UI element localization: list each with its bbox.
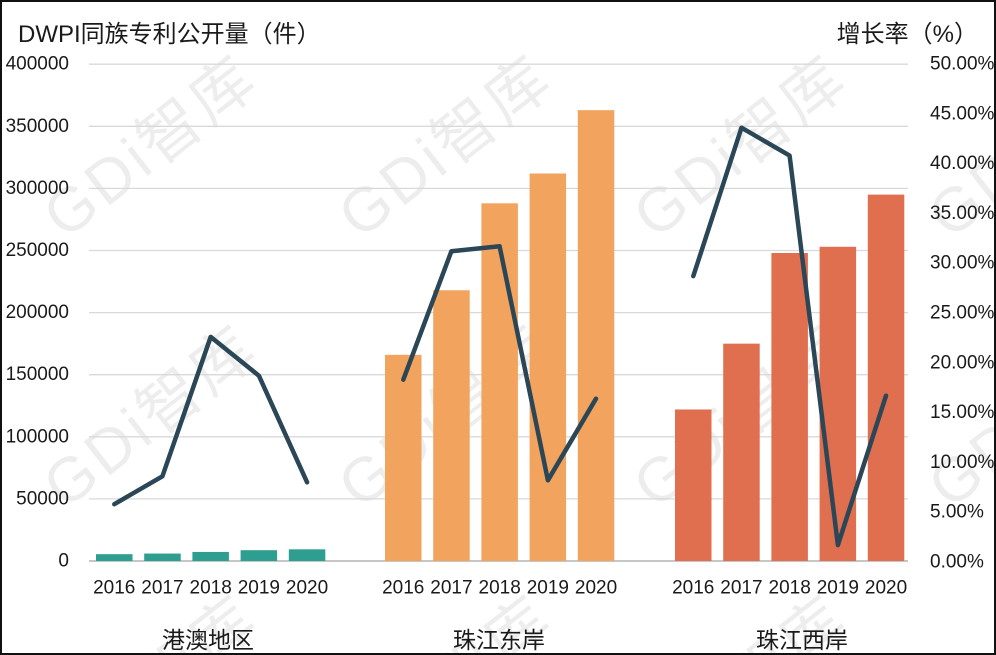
year-tick-label: 2019 — [238, 578, 280, 599]
right-axis-tick-label: 15.00% — [930, 402, 995, 423]
year-tick-label: 2017 — [720, 578, 762, 599]
year-tick-label: 2016 — [672, 578, 714, 599]
bar-珠江西岸-2016 — [675, 409, 712, 561]
growth-line-珠江东岸 — [401, 244, 599, 483]
year-tick-label: 2020 — [575, 578, 617, 599]
bar-港澳地区-2016 — [96, 554, 133, 561]
year-tick-label: 2017 — [430, 578, 472, 599]
group-label: 港澳地区 — [162, 627, 254, 653]
year-tick-label: 2016 — [382, 578, 424, 599]
year-tick-label: 2019 — [817, 578, 859, 599]
bar-珠江东岸-2016 — [385, 354, 422, 561]
left-axis-tick-label: 50000 — [16, 488, 69, 509]
bar-珠江西岸-2020 — [867, 194, 905, 562]
right-axis-tick-label: 20.00% — [930, 352, 995, 373]
bar-珠江东岸-2019 — [529, 173, 567, 561]
left-axis-tick-label: 0 — [58, 551, 69, 572]
year-tick-label: 2020 — [286, 578, 328, 599]
group-label: 珠江东岸 — [453, 627, 545, 653]
bar-港澳地区-2017 — [144, 553, 181, 561]
right-axis-tick-label: 35.00% — [930, 203, 995, 224]
bar-港澳地区-2020 — [288, 549, 326, 561]
right-axis-tick-label: 10.00% — [930, 452, 995, 473]
left-axis-tick-label: 400000 — [6, 54, 69, 75]
year-tick-label: 2017 — [141, 578, 183, 599]
right-axis-tick-label: 50.00% — [930, 54, 995, 75]
left-axis-title: DWPI同族专利公开量（件） — [18, 21, 321, 48]
growth-line-港澳地区 — [112, 334, 310, 507]
year-tick-label: 2018 — [769, 578, 811, 599]
growth-line-珠江西岸 — [691, 125, 889, 548]
left-axis-tick-label: 350000 — [6, 116, 69, 137]
bar-珠江东岸-2017 — [433, 290, 470, 561]
bar-港澳地区-2019 — [240, 550, 278, 561]
year-tick-label: 2019 — [527, 578, 569, 599]
group-label: 珠江西岸 — [756, 627, 848, 653]
year-tick-label: 2018 — [479, 578, 521, 599]
left-axis-tick-label: 150000 — [6, 364, 69, 385]
left-axis-tick-label: 100000 — [6, 426, 69, 447]
left-axis-tick-label: 250000 — [6, 240, 69, 261]
right-axis-tick-label: 5.00% — [930, 502, 984, 523]
right-axis-tick-label: 30.00% — [930, 253, 995, 274]
right-axis-tick-label: 25.00% — [930, 303, 995, 324]
year-tick-label: 2016 — [93, 578, 135, 599]
right-axis-tick-label: 0.00% — [930, 552, 984, 573]
bar-珠江东岸-2018 — [481, 203, 518, 561]
bar-珠江西岸-2017 — [723, 343, 760, 561]
right-axis-tick-label: 45.00% — [930, 103, 995, 124]
bar-珠江西岸-2019 — [819, 246, 857, 562]
left-axis-tick-label: 200000 — [6, 302, 69, 323]
bar-珠江西岸-2018 — [771, 252, 808, 561]
year-tick-label: 2020 — [865, 578, 907, 599]
year-tick-label: 2018 — [190, 578, 232, 599]
left-axis-tick-label: 300000 — [6, 178, 69, 199]
bar-珠江东岸-2020 — [577, 110, 615, 562]
right-axis-title: 增长率（%） — [836, 21, 978, 48]
bar-港澳地区-2018 — [192, 551, 229, 561]
right-axis-tick-label: 40.00% — [930, 153, 995, 174]
